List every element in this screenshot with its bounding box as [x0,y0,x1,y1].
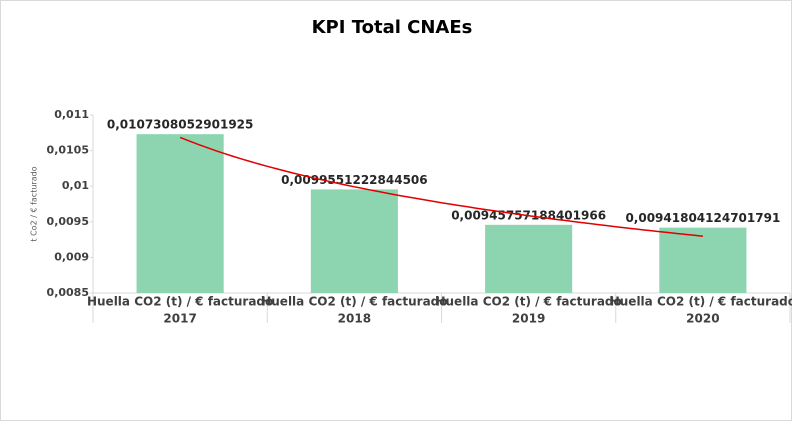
x-tick-label: Huella CO2 (t) / € facturado [435,295,621,309]
trendline [179,136,703,237]
value-label: 0,0107308052901925 [107,118,254,132]
bar [310,189,398,293]
x-tick-label: Huella CO2 (t) / € facturado [87,295,273,309]
y-tick-label: 0,011 [54,108,89,121]
value-label: 0,0099551222844506 [281,173,428,187]
x-tick-label: 2020 [686,312,719,326]
y-axis-label: t Co2 / € facturado [30,166,39,241]
y-tick-label: 0,01 [62,179,89,192]
x-tick-label: 2017 [163,312,196,326]
y-tick-label: 0,009 [54,250,89,263]
chart-title: KPI Total CNAEs [312,17,473,38]
bar [485,224,573,293]
y-tick-label: 0,0105 [47,144,89,157]
bar [136,134,224,293]
x-tick-label: 2019 [512,312,545,326]
x-tick-label: 2018 [338,312,371,326]
y-tick-label: 0,0085 [47,286,89,299]
value-label: 0,00941804124701791 [625,211,780,225]
x-tick-label: Huella CO2 (t) / € facturado [610,295,792,309]
x-tick-label: Huella CO2 (t) / € facturado [261,295,447,309]
bar [659,227,747,293]
y-tick-label: 0,0095 [47,215,89,228]
